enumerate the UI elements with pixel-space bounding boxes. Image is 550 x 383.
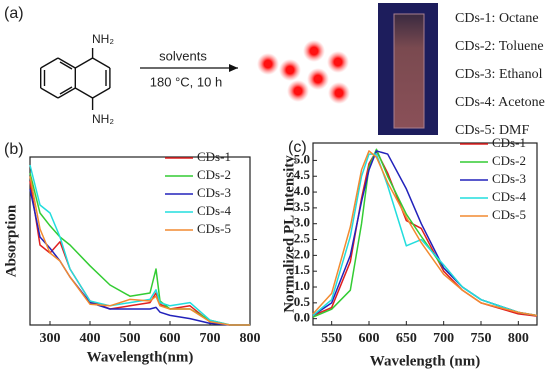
x-tick-label: 400 bbox=[80, 331, 101, 346]
x-axis-title: Wavelength (nm) bbox=[370, 353, 480, 369]
y-tick-label: 2.5 bbox=[294, 231, 311, 246]
x-tick-label: 300 bbox=[40, 331, 61, 346]
y-tick-label: 3.0 bbox=[294, 215, 310, 230]
y-tick-label: 0.5 bbox=[294, 294, 311, 309]
legend-label: CDs-4 bbox=[197, 203, 231, 218]
x-tick-label: 650 bbox=[396, 331, 417, 346]
sample-label: CDs-3: Ethanol bbox=[455, 67, 543, 82]
legend-label: CDs-4 bbox=[492, 189, 526, 204]
data-line bbox=[312, 153, 538, 317]
y-tick-label: 4.0 bbox=[294, 183, 310, 198]
y-tick-label: 2.0 bbox=[294, 246, 310, 261]
y-axis-title: Absorption bbox=[3, 204, 19, 277]
legend-label: CDs-3 bbox=[492, 171, 526, 186]
molecule bbox=[40, 48, 111, 110]
arrow-head bbox=[229, 64, 238, 72]
y-tick-label: 1.0 bbox=[294, 278, 310, 293]
x-axis-title: Wavelength(nm) bbox=[87, 349, 194, 365]
legend-label: CDs-1 bbox=[197, 149, 231, 164]
sample-label: CDs-4: Acetone bbox=[455, 95, 545, 110]
legend-label: CDs-3 bbox=[197, 185, 231, 200]
carbon-dots bbox=[257, 40, 350, 104]
panel-label: (a) bbox=[4, 5, 24, 22]
y-tick-label: 3.5 bbox=[294, 199, 311, 214]
plot-frame bbox=[29, 156, 251, 326]
data-line bbox=[29, 188, 250, 326]
arrow-label: 180 °C, 10 h bbox=[150, 74, 222, 89]
data-line bbox=[29, 164, 250, 326]
legend-label: CDs-5 bbox=[197, 221, 231, 236]
x-tick-label: 750 bbox=[471, 331, 492, 346]
plot-frame bbox=[312, 142, 538, 326]
arrow-label: solvents bbox=[159, 48, 207, 63]
amine-label: NH₂ bbox=[92, 112, 114, 126]
amine-label: NH₂ bbox=[92, 32, 114, 46]
sample-label: CDs-5: DMF bbox=[455, 123, 530, 138]
x-tick-label: 600 bbox=[160, 331, 181, 346]
x-tick-label: 800 bbox=[508, 331, 529, 346]
y-tick-label: 0.0 bbox=[294, 310, 310, 325]
legend-label: CDs-2 bbox=[197, 167, 231, 182]
panel-label: (c) bbox=[288, 139, 307, 156]
y-tick-label: 1.5 bbox=[294, 262, 311, 277]
x-tick-label: 800 bbox=[240, 331, 261, 346]
sample-label: CDs-1: Octane bbox=[455, 11, 539, 26]
x-tick-label: 500 bbox=[120, 331, 141, 346]
y-axis-title: Normalized PL Intensity bbox=[281, 155, 297, 313]
legend-label: CDs-2 bbox=[492, 153, 526, 168]
legend-label: CDs-1 bbox=[492, 135, 526, 150]
x-tick-label: 700 bbox=[433, 331, 454, 346]
legend-label: CDs-5 bbox=[492, 207, 526, 222]
x-tick-label: 550 bbox=[321, 331, 342, 346]
x-tick-label: 700 bbox=[200, 331, 221, 346]
panel-label: (b) bbox=[4, 141, 24, 158]
y-tick-label: 4.5 bbox=[294, 167, 311, 182]
data-line bbox=[312, 150, 538, 317]
sample-label: CDs-2: Toluene bbox=[455, 39, 544, 54]
data-line bbox=[29, 176, 250, 326]
y-tick-label: 5.0 bbox=[294, 151, 310, 166]
x-tick-label: 600 bbox=[359, 331, 380, 346]
cuvette bbox=[393, 13, 425, 129]
